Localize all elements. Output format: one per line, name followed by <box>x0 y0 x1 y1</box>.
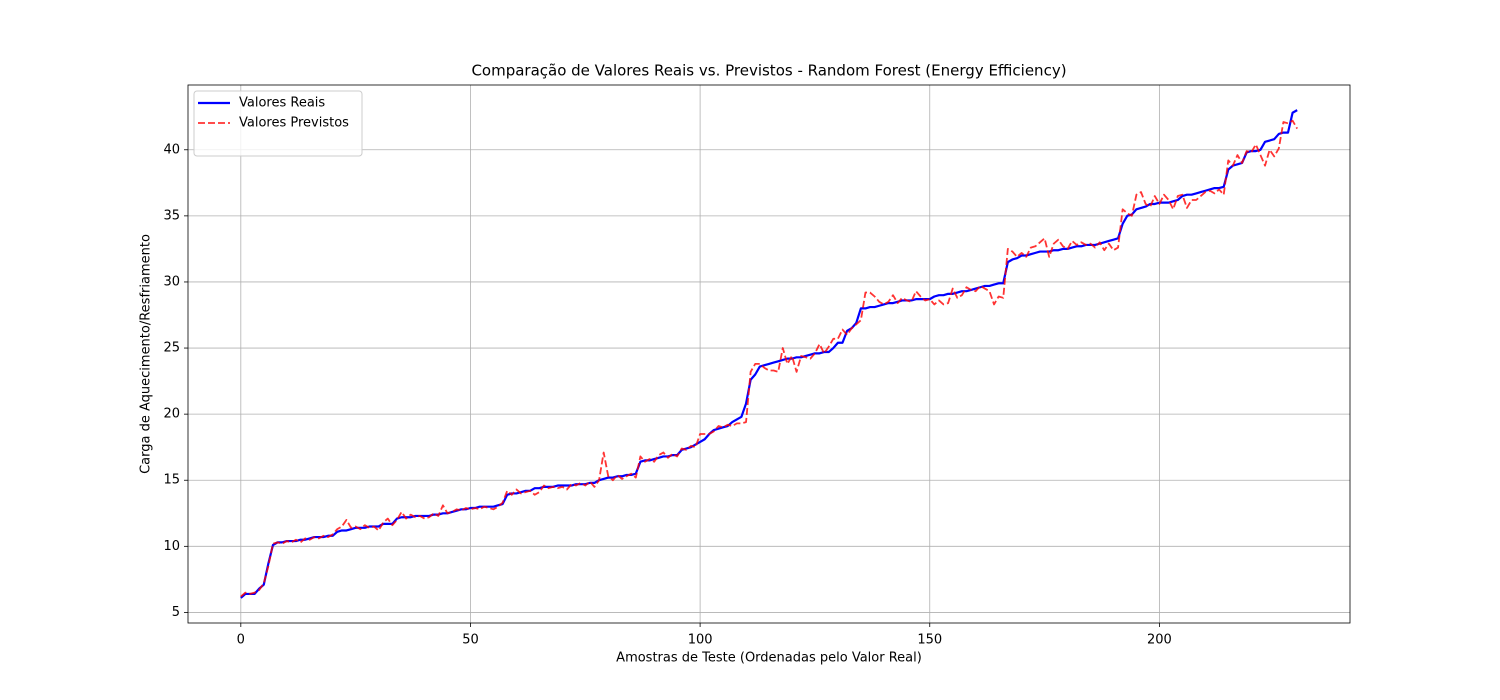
x-tick-label: 50 <box>462 633 479 648</box>
series-line <box>240 119 1298 598</box>
y-tick-label: 15 <box>163 473 180 488</box>
y-tick-label: 5 <box>172 605 180 620</box>
legend-box <box>193 90 363 157</box>
legend: Valores Reais Valores Previstos <box>193 90 363 157</box>
x-axis-label: Amostras de Teste (Ordenadas pelo Valor … <box>616 651 922 666</box>
x-tick-label: 100 <box>688 633 713 648</box>
y-tick-label: 30 <box>163 274 180 289</box>
x-tick-label: 150 <box>917 633 942 648</box>
chart-title: Comparação de Valores Reais vs. Previsto… <box>471 62 1066 80</box>
x-tick-label: 0 <box>237 633 245 648</box>
y-tick-label: 20 <box>163 407 180 422</box>
y-tick-label: 10 <box>163 539 180 554</box>
y-tick-label: 25 <box>163 341 180 356</box>
y-tick-label: 40 <box>163 142 180 157</box>
grid <box>188 85 1350 623</box>
y-axis-label: Carga de Aquecimento/Resfriamento <box>139 234 154 474</box>
legend-label: Valores Previstos <box>239 116 349 131</box>
lines <box>240 109 1298 599</box>
x-tick-label: 200 <box>1147 633 1172 648</box>
legend-label: Valores Reais <box>239 96 325 111</box>
plot-frame <box>187 84 1351 624</box>
y-tick-label: 35 <box>163 208 180 223</box>
